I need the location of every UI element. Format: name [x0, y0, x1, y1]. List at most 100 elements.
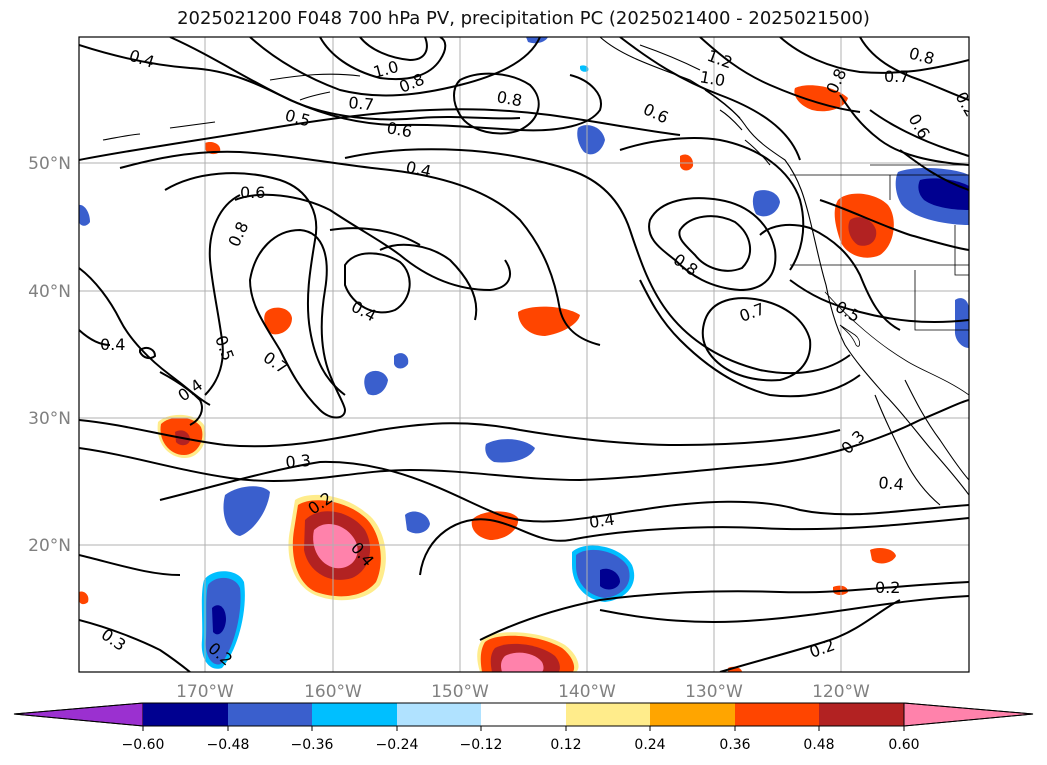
pv-contour	[234, 193, 511, 292]
colorbar-tick-label: 0.36	[719, 737, 750, 753]
precip-patch-cool	[212, 605, 226, 635]
pv-contour	[419, 517, 969, 576]
lon-label: 170°W	[176, 682, 234, 702]
pv-contour	[899, 149, 969, 191]
pv-contour	[79, 329, 203, 426]
pv-contour	[319, 37, 447, 81]
colorbar-segment	[481, 703, 566, 726]
contour-label: 0.4	[588, 510, 616, 532]
lon-label: 130°W	[685, 682, 743, 702]
precip-patch-cool	[954, 298, 969, 348]
contour-label: 0.6	[385, 118, 413, 141]
precip-patch-warm	[79, 591, 89, 605]
pv-contour	[699, 37, 861, 113]
pv-contour	[359, 37, 428, 62]
colorbar-tick-label: −0.60	[122, 737, 165, 753]
contour-label: 0.3	[285, 451, 312, 472]
lat-label: 40°N	[28, 282, 71, 302]
pv-contour	[869, 109, 969, 157]
pv-contour	[648, 197, 777, 292]
colorbar: −0.60 −0.48 −0.36 −0.24 −0.12 0.12 0.24 …	[13, 702, 1034, 753]
pv-contour	[79, 419, 841, 448]
precip-patch-cool	[600, 568, 620, 590]
contour-label: 0.7	[884, 67, 909, 86]
contour-label: 0.4	[100, 335, 125, 354]
plot-area	[79, 37, 969, 672]
lon-label: 140°W	[558, 682, 616, 702]
pv-contour	[79, 595, 969, 672]
colorbar-tick-label: 0.24	[634, 737, 665, 753]
colorbar-tick-label: −0.48	[207, 737, 250, 753]
contour-label: 0.7	[348, 93, 375, 114]
pv-contour	[249, 37, 541, 97]
contour-label: 1.0	[698, 67, 726, 90]
lat-label: 30°N	[28, 409, 71, 429]
precip-patch-cool	[394, 353, 409, 369]
contour-label: 0.4	[878, 473, 905, 494]
longitude-labels: 170°W 160°W 150°W 140°W 130°W 120°W	[176, 682, 870, 702]
precip-patch-cool	[79, 204, 90, 226]
plot-frame	[78, 36, 970, 673]
pv-contour	[79, 399, 969, 483]
precip-patch-cool	[364, 370, 388, 396]
pv-contour	[204, 194, 241, 396]
colorbar-tick-label: 0.60	[888, 737, 919, 753]
pv-contour	[344, 252, 411, 314]
colorbar-tick-label: −0.24	[376, 737, 419, 753]
precip-patch-cool	[752, 190, 780, 217]
contour-label: 0.6	[240, 183, 265, 202]
precip-patch-cool	[580, 65, 589, 72]
precip-shading	[79, 37, 969, 672]
pv-contour	[619, 37, 801, 161]
precip-patch-warm	[313, 523, 358, 569]
precip-patch-cool	[577, 125, 605, 155]
contour-label: 0.8	[495, 87, 523, 110]
pv-contour	[379, 243, 478, 321]
pv-contour	[819, 199, 969, 251]
colorbar-tick-label: −0.36	[291, 737, 334, 753]
pv-contour	[453, 72, 540, 135]
pv-contours	[79, 37, 969, 672]
pv-contour	[639, 279, 861, 398]
precip-patch-cool	[405, 511, 430, 534]
pv-contour	[159, 460, 969, 523]
pv-contour	[859, 37, 969, 101]
lon-label: 160°W	[304, 682, 362, 702]
colorbar-tick-label: 0.12	[550, 737, 581, 753]
precip-patch-cool	[485, 439, 535, 463]
pv-contour	[719, 599, 901, 672]
colorbar-min-extension	[13, 702, 144, 727]
contour-label: 0.2	[875, 578, 900, 597]
pv-contour	[119, 150, 601, 346]
precip-patch-cool	[918, 178, 969, 210]
lon-label: 150°W	[431, 682, 489, 702]
pv-contour	[329, 227, 421, 246]
precip-patch-cool	[526, 37, 548, 44]
coastlines	[102, 37, 969, 506]
precip-patch-cool	[223, 486, 270, 536]
pv-contour	[759, 223, 901, 331]
pv-contour	[789, 279, 969, 324]
colorbar-segment	[650, 703, 735, 726]
precip-patch-warm	[501, 652, 544, 672]
colorbar-ticks	[142, 726, 905, 731]
gridlines	[79, 37, 969, 672]
pv-contour	[619, 137, 805, 271]
colorbar-segment	[397, 703, 481, 726]
precip-patch-warm	[870, 548, 896, 564]
colorbar-segment	[312, 703, 397, 726]
pv-contour	[248, 228, 347, 419]
colorbar-segment	[819, 703, 904, 726]
pv-contour	[169, 37, 602, 132]
colorbar-segment	[566, 703, 650, 726]
colorbar-max-extension	[903, 702, 1034, 727]
pv-contour	[344, 148, 851, 375]
precip-patch-warm	[518, 306, 580, 336]
precip-patch-warm	[794, 85, 848, 112]
precip-patch-warm	[848, 217, 877, 246]
colorbar-tick-label: −0.12	[460, 737, 503, 753]
pv-contour	[79, 554, 969, 641]
latitude-labels: 50°N 40°N 30°N 20°N	[28, 154, 71, 556]
colorbar-segment	[143, 703, 228, 726]
lon-label: 120°W	[812, 682, 870, 702]
